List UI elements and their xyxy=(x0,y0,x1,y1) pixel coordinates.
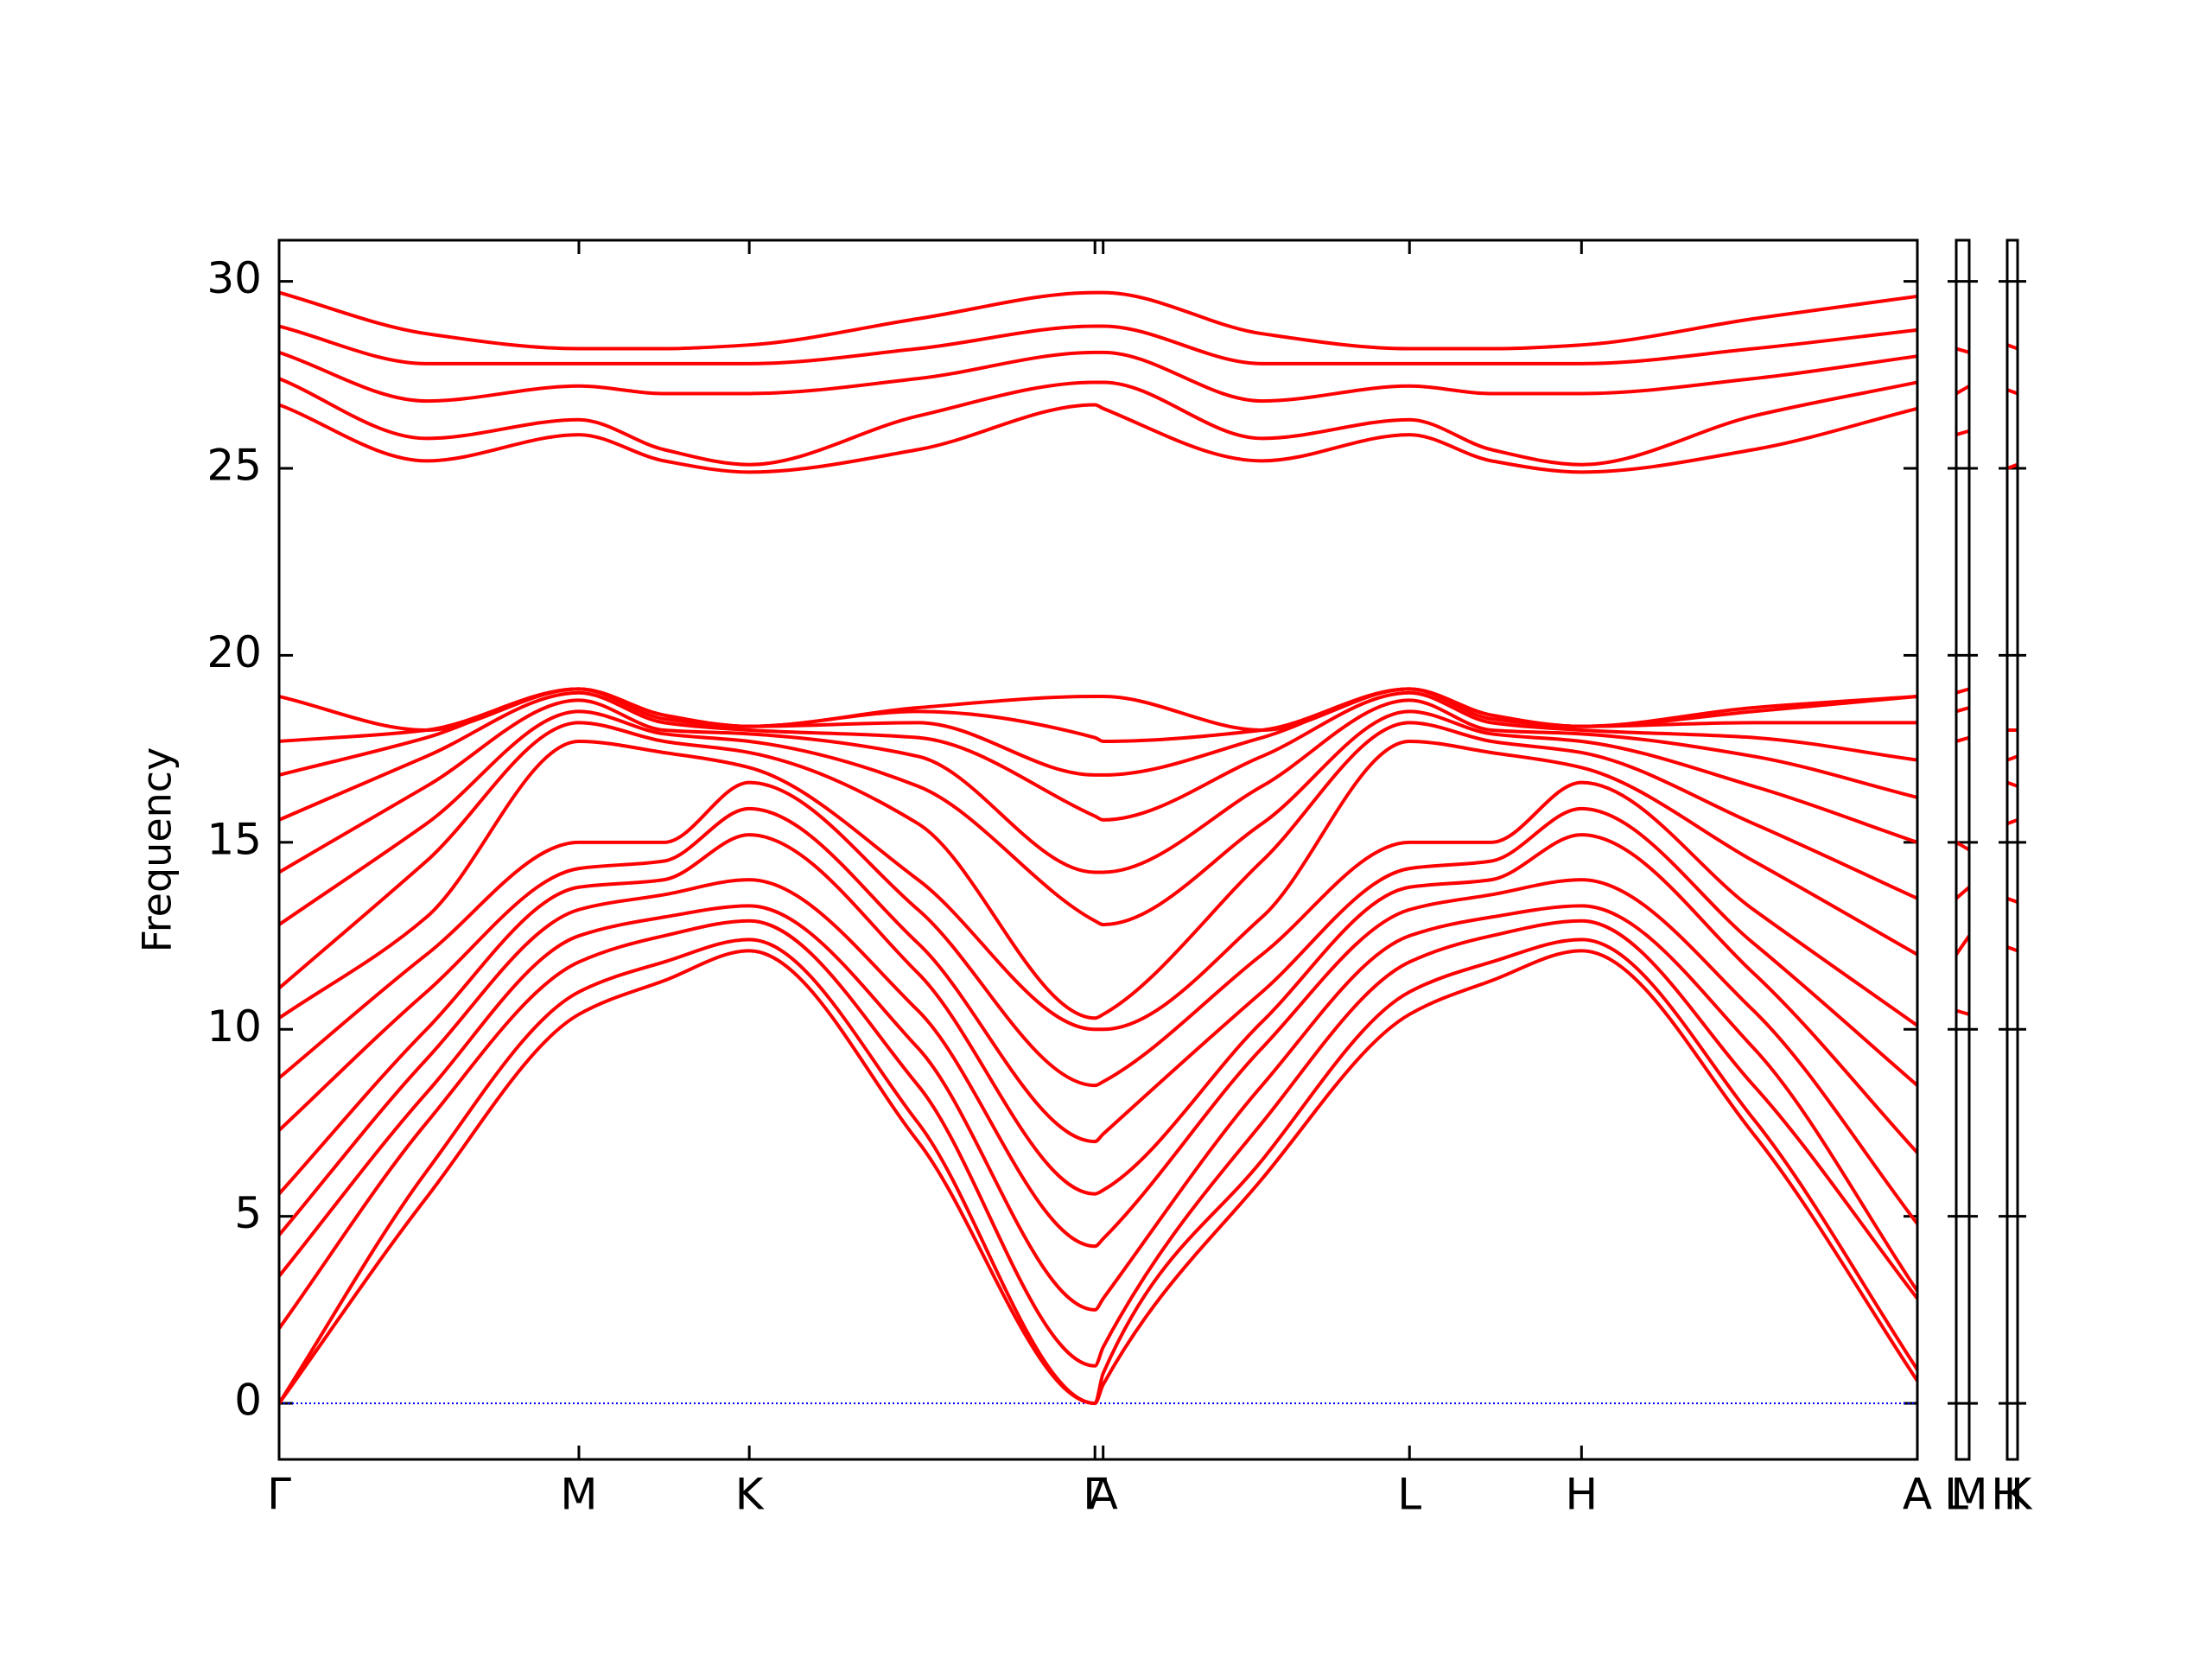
x-tick-label: L xyxy=(1944,1470,1968,1520)
y-axis-label: Frequency xyxy=(134,747,181,953)
bands xyxy=(277,290,1919,1406)
band-line xyxy=(278,377,1918,467)
x-tick-label: M xyxy=(560,1470,597,1520)
band-line xyxy=(277,938,1919,1406)
band-line xyxy=(278,403,1918,474)
x-tick-label: M xyxy=(1950,1470,1987,1520)
band-line xyxy=(278,290,1918,351)
band-line xyxy=(277,709,1918,927)
x-tick-label: H xyxy=(1566,1470,1599,1520)
y-tick-label: 20 xyxy=(207,627,262,677)
y-tick-label: 25 xyxy=(207,441,262,491)
x-tick-label: Γ xyxy=(1083,1470,1107,1520)
y-tick-label: 30 xyxy=(207,253,262,303)
band-line xyxy=(277,698,1918,874)
band-line xyxy=(277,780,1919,1088)
band-line xyxy=(278,690,1918,822)
band-line xyxy=(277,904,1919,1312)
axes-frame xyxy=(2005,238,2019,1461)
band-line xyxy=(278,350,1918,404)
x-tick-label: Γ xyxy=(267,1470,291,1520)
band-line xyxy=(278,687,1918,732)
y-tick-label: 15 xyxy=(207,814,262,864)
band-line xyxy=(277,721,1918,1020)
band-line xyxy=(278,324,1918,365)
band-line xyxy=(277,806,1919,1144)
x-tick-label: A xyxy=(1089,1470,1118,1520)
y-tick-label: 5 xyxy=(234,1188,262,1238)
x-tick-label: K xyxy=(735,1470,765,1520)
band-line xyxy=(277,833,1919,1196)
x-tick-label: L xyxy=(1397,1470,1421,1520)
x-tick-label: K xyxy=(2004,1470,2033,1520)
band-line xyxy=(277,878,1919,1249)
y-tick-label: 10 xyxy=(207,1001,262,1052)
band-line xyxy=(277,739,1918,1032)
x-tick-label: H xyxy=(1991,1470,2024,1520)
axes-frame xyxy=(277,238,1919,1461)
x-tick-label: A xyxy=(1903,1470,1932,1520)
band-line xyxy=(277,918,1919,1368)
y-tick-label: 0 xyxy=(234,1376,262,1426)
axes-frame xyxy=(1955,238,1971,1461)
